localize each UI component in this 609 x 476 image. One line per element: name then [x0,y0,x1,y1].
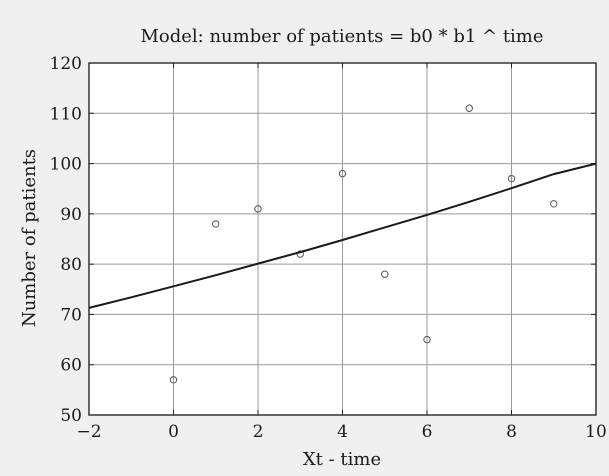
data-point [507,174,516,183]
y-axis-label: Number of patients [19,149,40,327]
y-tick-label: 120 [50,54,82,74]
x-tick-label: 4 [337,422,348,442]
x-axis-label: Xt - time [303,449,381,470]
data-point [423,335,431,344]
data-point [169,376,178,384]
y-tick-label: 100 [50,155,82,175]
grid-lines [89,63,596,415]
y-tick-label: 110 [50,104,82,124]
y-tick-label: 70 [60,305,82,325]
data-point [381,270,389,278]
data-point [465,104,473,112]
x-tick-label: 10 [585,422,607,442]
y-tick-label: 80 [60,255,82,275]
data-point [338,169,347,178]
x-tick-label: 0 [168,422,179,442]
chart-title: Model: number of patients = b0 * b1 ^ ti… [140,26,543,47]
data-point [296,250,304,258]
y-tick-label: 60 [60,356,82,376]
data-point [550,200,558,208]
x-tick-label: 8 [506,422,517,442]
data-point [212,220,220,228]
x-tick-label: 6 [422,422,433,442]
data-point [254,205,262,213]
x-tick-label: 2 [253,422,264,442]
y-tick-label: 90 [60,205,82,225]
y-tick-label: 50 [60,406,82,426]
fit-curve [88,162,597,309]
x-tick-label: −2 [76,422,101,442]
